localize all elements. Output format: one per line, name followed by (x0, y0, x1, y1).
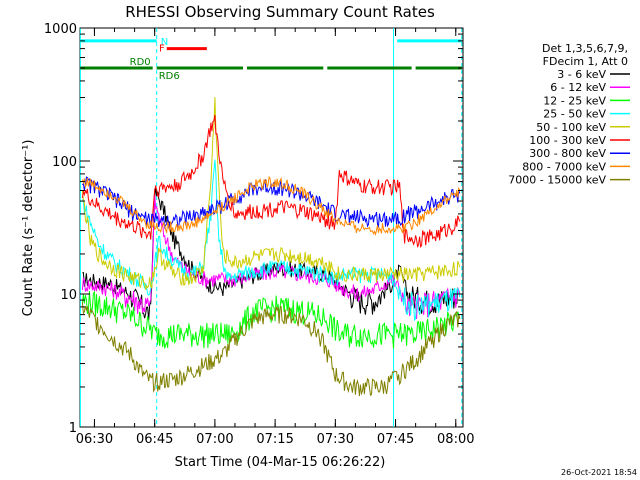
x-tick-label: 06:45 (136, 432, 173, 447)
legend-label: 6 - 12 keV (550, 81, 606, 94)
footer-timestamp: 26-Oct-2021 18:54 (561, 468, 637, 477)
chart-title: RHESSI Observing Summary Count Rates (125, 3, 435, 21)
legend-label: 300 - 800 keV (529, 147, 606, 160)
series-line-50-100-kev (81, 97, 461, 290)
legend-label: 800 - 7000 keV (522, 160, 606, 173)
legend-header: Det 1,3,5,6,7,9, (542, 42, 628, 55)
x-tick-label: 06:30 (76, 432, 113, 447)
series-line-7000-15000-kev (81, 301, 461, 397)
series-line-800-7000-kev (81, 175, 461, 237)
y-tick-label: 1000 (44, 22, 77, 37)
x-axis-label: Start Time (04-Mar-15 06:26:22) (175, 455, 386, 470)
x-tick-label: 07:00 (196, 432, 233, 447)
y-axis: 1 10 100 1000 (44, 22, 463, 436)
flag-label-f: F (159, 44, 165, 55)
legend-label: 25 - 50 keV (543, 108, 606, 121)
x-tick-label: 08:00 (437, 432, 474, 447)
y-tick-label: 1 (69, 421, 77, 436)
x-tick-label: 07:30 (317, 432, 354, 447)
y-axis-label: Count Rate (s⁻¹ detector⁻¹) (21, 140, 36, 317)
y-tick-label: 100 (52, 155, 77, 170)
flag-label-rd0: RD0 (130, 57, 151, 68)
flag-label-rd6: RD6 (159, 71, 180, 82)
legend-label: 3 - 6 keV (557, 68, 606, 81)
series-line-12-25-kev (81, 290, 461, 349)
x-tick-label: 07:45 (377, 432, 414, 447)
legend: Det 1,3,5,6,7,9,FDecim 1, Att 03 - 6 keV… (508, 42, 630, 187)
legend-label: 12 - 25 keV (543, 94, 606, 107)
plot-area: NF RD0 RD6 (79, 27, 464, 428)
series-line-100-300-kev (81, 114, 461, 249)
series-line-6-12-kev (81, 194, 461, 320)
legend-label: 7000 - 15000 keV (508, 174, 606, 187)
legend-label: 50 - 100 keV (536, 121, 606, 134)
x-tick-label: 07:15 (256, 432, 293, 447)
legend-header: FDecim 1, Att 0 (543, 55, 628, 68)
x-axis: 06:30 06:45 07:00 07:15 07:30 07:45 08:00 (76, 28, 475, 447)
y-tick-label: 10 (60, 288, 77, 303)
legend-label: 100 - 300 keV (529, 134, 606, 147)
flag-label-n: N (161, 37, 168, 48)
